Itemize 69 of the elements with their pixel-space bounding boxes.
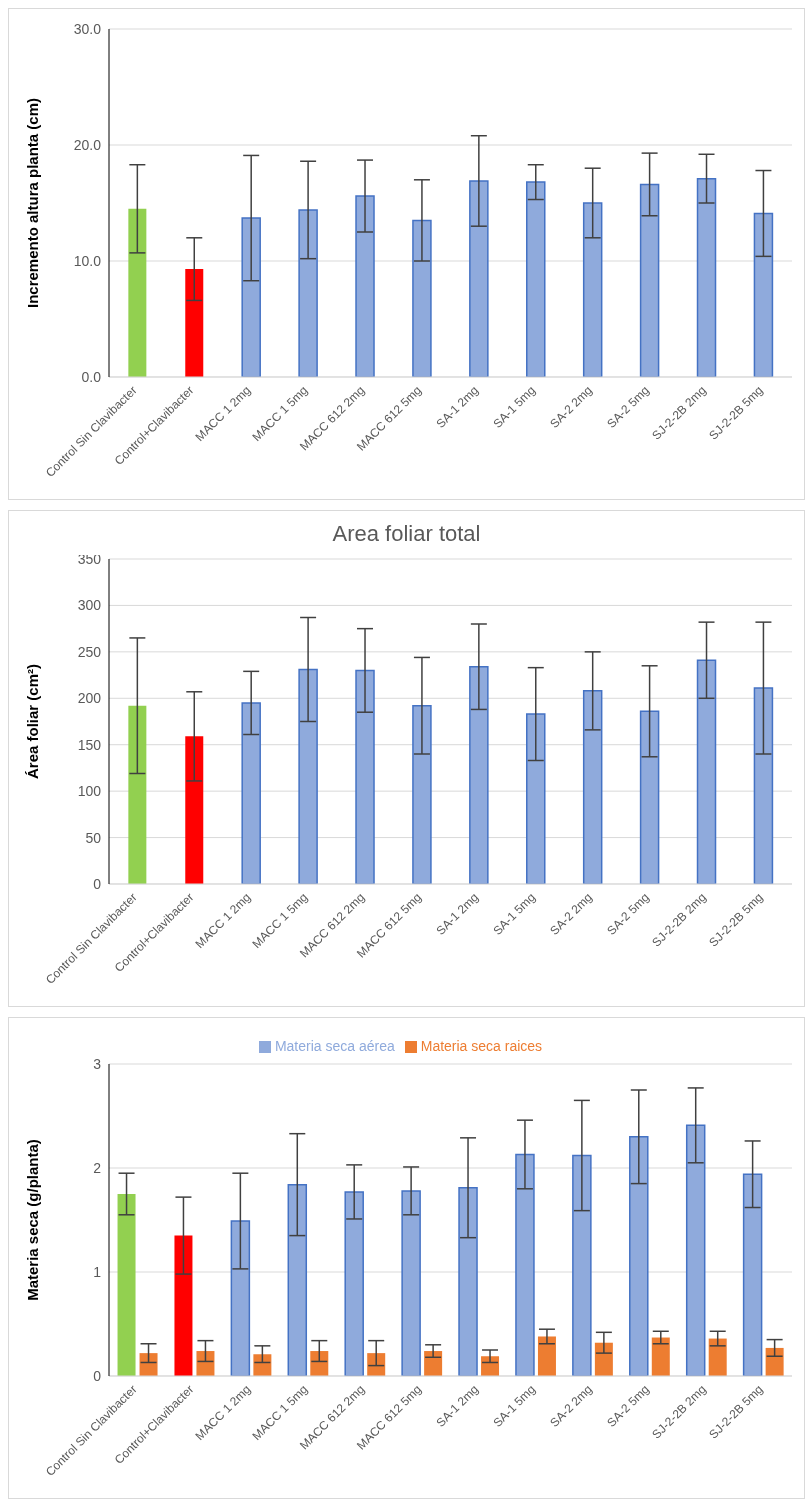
y-tick-label: 50 [85, 829, 102, 846]
bar [651, 1337, 670, 1376]
bar [230, 1220, 251, 1376]
bar [639, 183, 660, 377]
y-tick-label: 10.0 [73, 252, 102, 269]
y-tick-label: 20.0 [73, 136, 102, 153]
bar [174, 1235, 193, 1376]
bar [639, 710, 660, 884]
bar [412, 219, 432, 377]
bar [469, 180, 489, 377]
bar [424, 1351, 443, 1376]
bar [582, 690, 603, 884]
legend-label: Materia seca raices [420, 1038, 543, 1054]
y-tick-label: 100 [77, 783, 102, 800]
bar [298, 209, 318, 377]
bar [458, 1187, 478, 1376]
bar [253, 1354, 272, 1376]
y-tick-label: 0 [93, 1367, 102, 1384]
bar [401, 1190, 421, 1376]
bar [753, 687, 774, 884]
bar [185, 269, 204, 377]
bar [708, 1338, 727, 1376]
bar [526, 713, 546, 884]
y-axis-title: Materia seca (g/planta) [24, 1139, 42, 1301]
bar [515, 1153, 535, 1376]
bar [696, 177, 717, 377]
bar [696, 659, 717, 884]
y-tick-label: 2 [93, 1159, 102, 1176]
y-tick-label: 350 [77, 550, 102, 567]
bar [344, 1191, 364, 1376]
bar [742, 1173, 763, 1376]
y-tick-label: 0 [93, 875, 102, 892]
bar [572, 1154, 592, 1376]
bar [481, 1356, 500, 1376]
y-tick-label: 200 [77, 690, 102, 707]
y-tick-label: 150 [77, 736, 102, 753]
bar [582, 202, 603, 377]
bar [537, 1336, 556, 1376]
bar [241, 702, 261, 884]
bar [469, 665, 489, 884]
y-axis-title: Área foliar (cm²) [24, 663, 42, 780]
y-tick-label: 30.0 [73, 20, 102, 37]
bar [355, 669, 375, 884]
bar [765, 1347, 784, 1376]
bar [310, 1351, 329, 1376]
legend-label: Materia seca aérea [274, 1038, 395, 1054]
bar [298, 668, 318, 884]
bar [526, 181, 546, 377]
bar [128, 208, 147, 377]
y-tick-label: 250 [77, 643, 102, 660]
y-tick-label: 300 [77, 597, 102, 614]
bar [412, 704, 432, 884]
bar [117, 1194, 136, 1376]
bar [629, 1136, 649, 1376]
bar [287, 1183, 308, 1376]
bar [367, 1353, 386, 1376]
bar [241, 217, 261, 377]
y-tick-label: 1 [93, 1263, 102, 1280]
bar [139, 1353, 158, 1376]
bar [185, 736, 204, 884]
bar [128, 705, 147, 884]
chart-title: Area foliar total [332, 521, 481, 546]
y-axis-title: Incremento altura planta (cm) [24, 97, 42, 309]
bar [753, 212, 774, 377]
y-tick-label: 3 [93, 1055, 102, 1072]
bar [685, 1124, 706, 1376]
y-tick-label: 0.0 [81, 368, 102, 385]
bar [355, 195, 375, 377]
bar [196, 1351, 215, 1376]
